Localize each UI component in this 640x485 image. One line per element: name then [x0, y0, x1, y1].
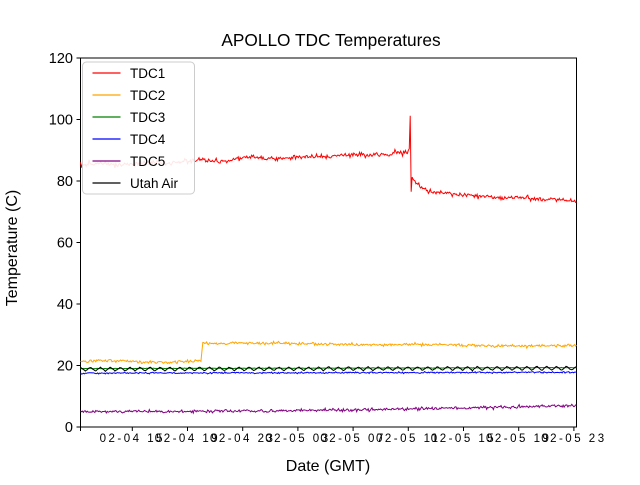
svg-text:Utah Air: Utah Air — [130, 176, 179, 191]
svg-text:0: 0 — [65, 420, 73, 436]
svg-text:60: 60 — [57, 236, 73, 252]
svg-text:80: 80 — [57, 174, 73, 190]
svg-text:20: 20 — [57, 359, 73, 375]
svg-text:TDC3: TDC3 — [130, 110, 165, 125]
svg-text:02-05 23: 02-05 23 — [541, 433, 606, 445]
svg-text:120: 120 — [49, 51, 73, 67]
svg-text:TDC2: TDC2 — [130, 88, 165, 103]
svg-text:Date (GMT): Date (GMT) — [286, 458, 370, 475]
svg-text:TDC5: TDC5 — [130, 154, 165, 169]
svg-text:TDC1: TDC1 — [130, 66, 165, 81]
svg-text:TDC4: TDC4 — [130, 132, 166, 147]
svg-text:100: 100 — [49, 113, 73, 129]
svg-text:40: 40 — [57, 297, 73, 313]
svg-text:APOLLO TDC Temperatures: APOLLO TDC Temperatures — [221, 30, 441, 50]
svg-text:Temperature (C): Temperature (C) — [4, 190, 21, 306]
